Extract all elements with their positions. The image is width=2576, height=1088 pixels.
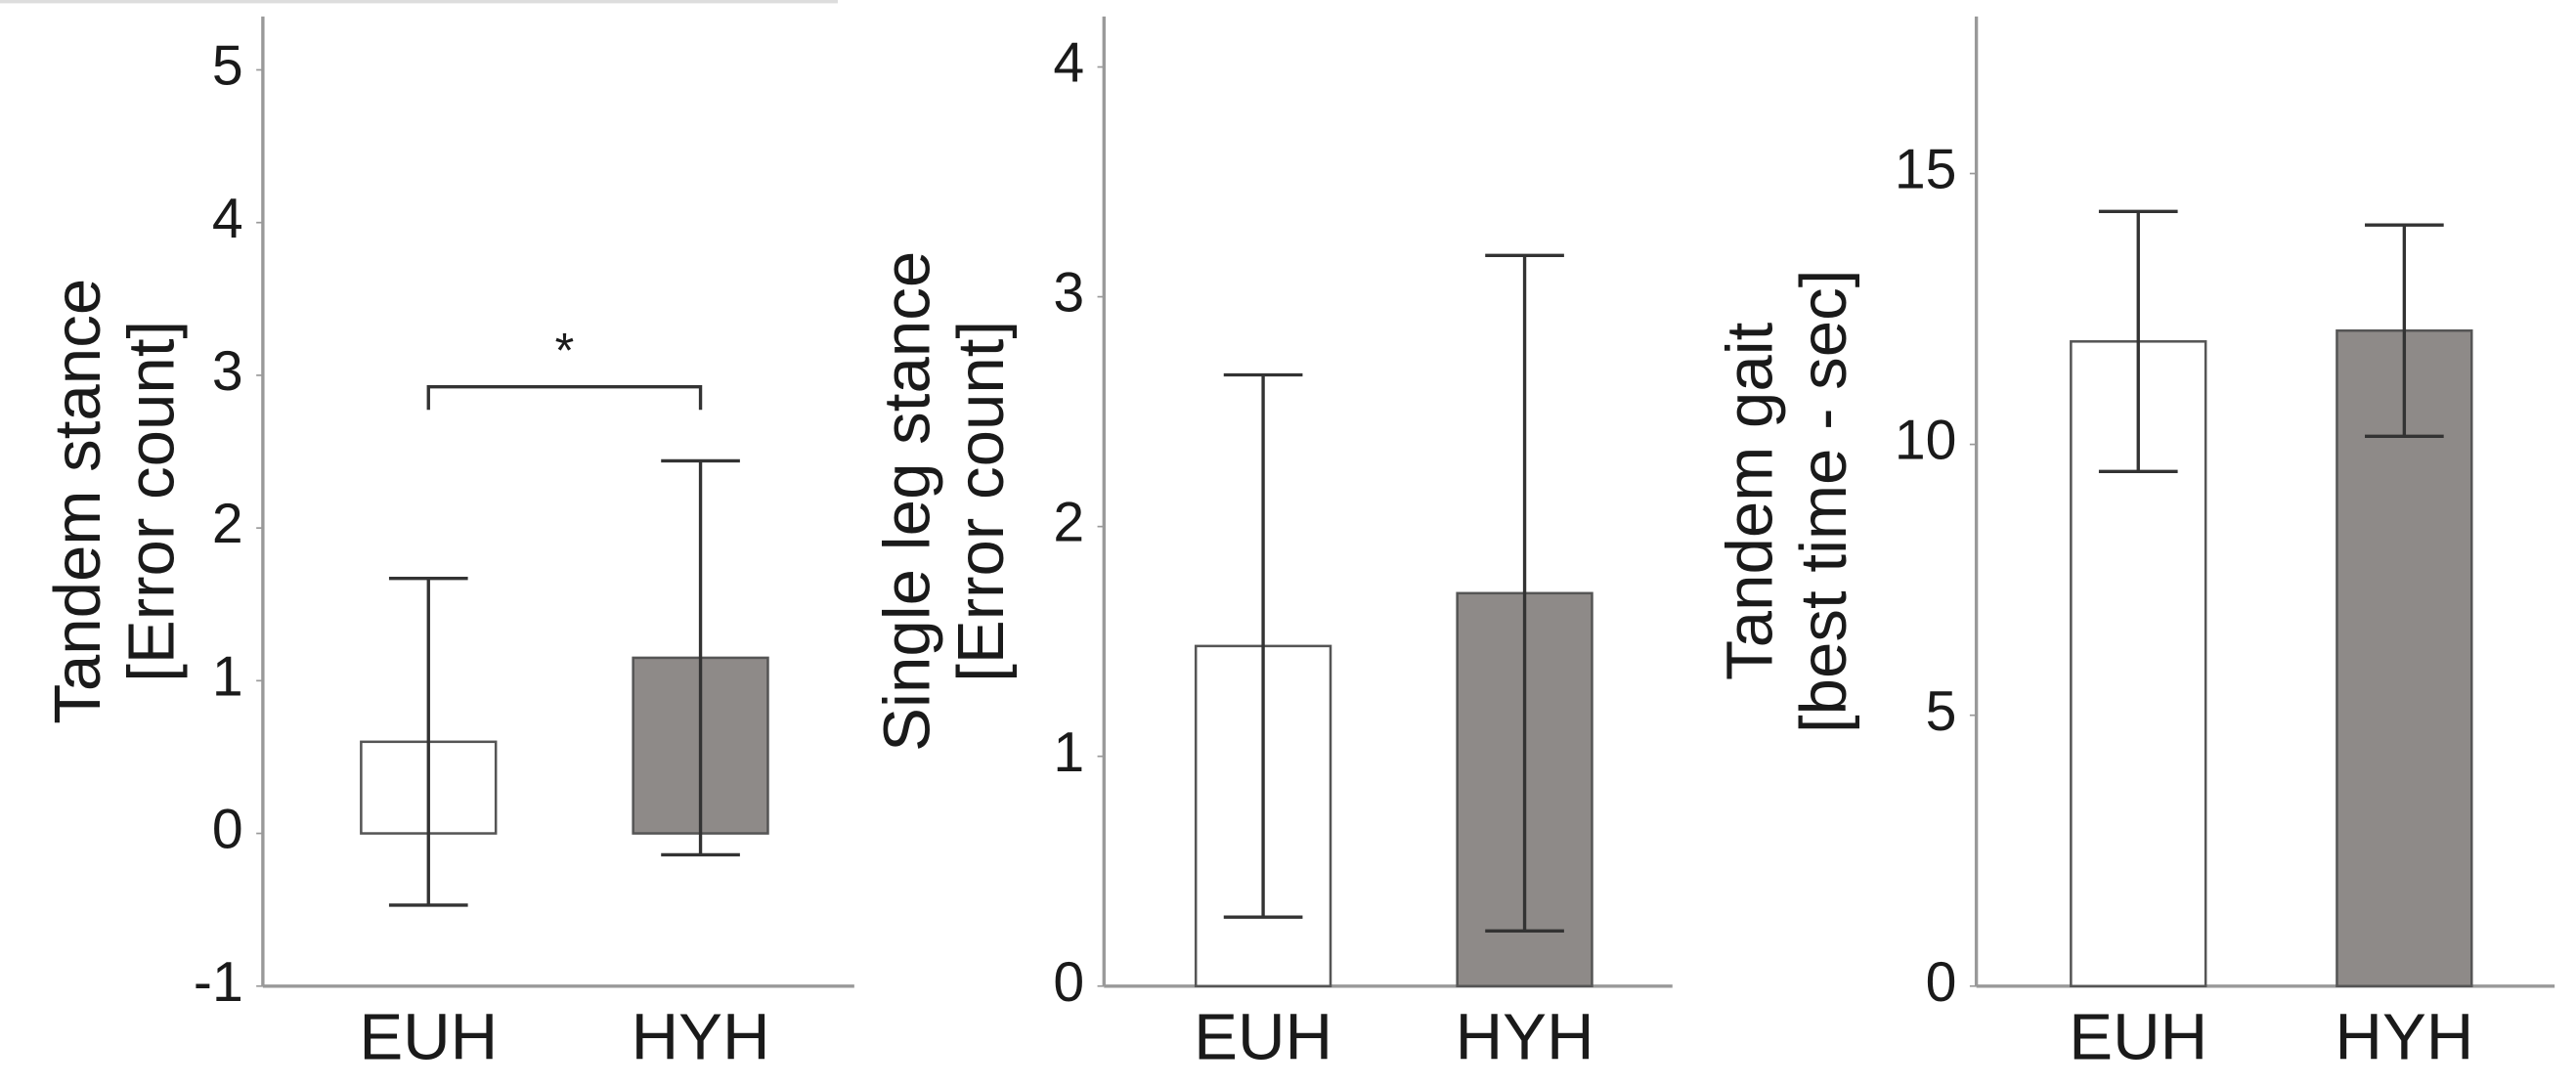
x-tick-label: HYH bbox=[632, 1001, 770, 1074]
bar bbox=[2336, 328, 2473, 988]
y-tick-label: 0 bbox=[1053, 951, 1084, 1014]
y-tick-label: 5 bbox=[212, 35, 243, 98]
x-tick-label: HYH bbox=[1456, 1001, 1594, 1074]
y-axis-label: Single leg stance bbox=[870, 251, 943, 752]
x-tick-label: EUH bbox=[359, 1001, 498, 1074]
y-tick-label: 3 bbox=[212, 340, 243, 403]
x-tick-label: HYH bbox=[2335, 1001, 2473, 1074]
y-axis-label: [Error count] bbox=[944, 321, 1018, 682]
significance-bracket bbox=[426, 385, 703, 411]
x-tick-label: EUH bbox=[2069, 1001, 2207, 1074]
y-tick-label: 0 bbox=[212, 799, 243, 861]
y-tick-label: 1 bbox=[212, 645, 243, 708]
y-tick-label: 10 bbox=[1895, 410, 1957, 472]
y-axis-label: [best time - sec] bbox=[1787, 270, 1860, 734]
significance-label: * bbox=[555, 322, 575, 377]
x-tick-label: EUH bbox=[1194, 1001, 1332, 1074]
y-tick-label: 4 bbox=[212, 188, 243, 250]
y-tick-label: 3 bbox=[1053, 262, 1084, 325]
y-axis-label: [Error count] bbox=[114, 321, 188, 682]
y-tick-label: 5 bbox=[1926, 680, 1957, 743]
y-tick-label: 2 bbox=[212, 493, 243, 555]
y-tick-label: 2 bbox=[1053, 492, 1084, 554]
y-tick-label: 0 bbox=[1926, 951, 1957, 1014]
y-tick-label: 15 bbox=[1895, 139, 1957, 201]
y-tick-label: -1 bbox=[194, 951, 243, 1014]
y-axis-label: Tandem stance bbox=[41, 279, 114, 724]
y-tick-label: 1 bbox=[1053, 721, 1084, 784]
y-tick-label: 4 bbox=[1053, 32, 1084, 95]
y-axis-label: Tandem gait bbox=[1714, 322, 1787, 680]
